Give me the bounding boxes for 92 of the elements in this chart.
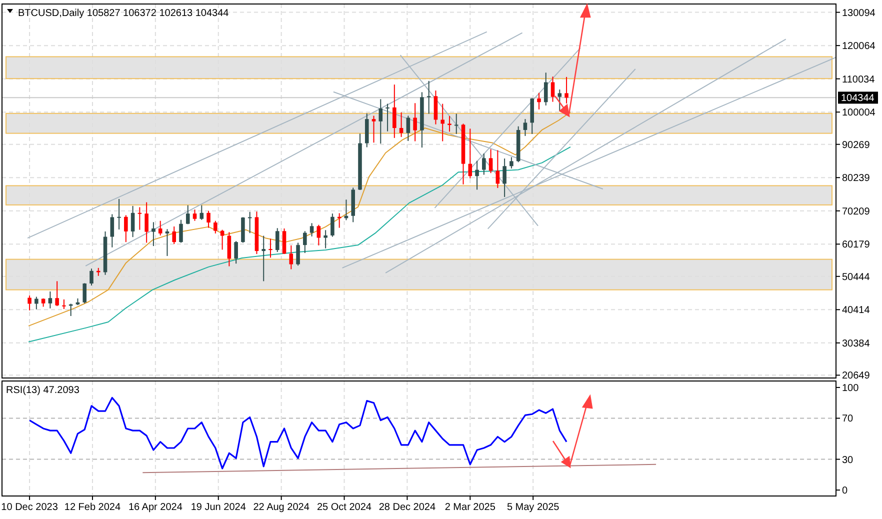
- candlestick: [90, 268, 94, 286]
- candlestick: [537, 92, 541, 110]
- x-tick-label: 25 Oct 2024: [317, 502, 372, 513]
- candlestick: [316, 224, 321, 246]
- y-tick-label: 60179: [842, 240, 870, 251]
- x-tick-label: 2 Mar 2025: [444, 502, 496, 513]
- candlestick: [502, 158, 506, 198]
- y-tick-label: 100004: [842, 108, 876, 119]
- candlestick: [426, 80, 431, 114]
- candlestick: [262, 235, 266, 282]
- candlestick: [399, 112, 404, 138]
- candlestick: [48, 290, 52, 309]
- y-tick-label: 100: [842, 382, 860, 394]
- candlestick: [289, 244, 294, 270]
- candlestick: [268, 238, 272, 258]
- candlestick: [310, 222, 314, 237]
- candlestick: [413, 102, 417, 142]
- line-series: [28, 396, 568, 470]
- candlestick: [386, 103, 390, 132]
- candlestick: [227, 232, 232, 267]
- y-tick-label: 30: [842, 454, 854, 466]
- y-tick-label: 90269: [842, 140, 870, 151]
- candlestick: [206, 210, 210, 228]
- candlestick: [55, 280, 59, 307]
- ref-line-label: 104344: [841, 93, 875, 104]
- candlestick: [550, 76, 555, 102]
- chart-title: BTCUSD,Daily 105827 106372 102613 104344: [18, 8, 230, 19]
- y-tick-label: 20649: [842, 370, 870, 382]
- candlestick: [324, 230, 328, 249]
- candlestick: [378, 98, 383, 144]
- candlestick: [523, 118, 528, 136]
- y-tick-label: 50444: [842, 272, 870, 283]
- candlestick: [138, 206, 142, 230]
- candlestick: [186, 204, 190, 225]
- candlestick: [34, 296, 38, 310]
- candlestick: [448, 116, 452, 132]
- candlestick: [158, 220, 162, 236]
- y-tick-label: 0: [842, 486, 848, 497]
- candlestick: [192, 209, 197, 222]
- candlestick: [372, 115, 376, 144]
- candlestick: [434, 90, 438, 125]
- candlestick: [282, 228, 286, 254]
- y-tick-label: 30384: [842, 338, 870, 350]
- candlestick: [144, 202, 148, 244]
- candlestick: [124, 214, 128, 243]
- candlestick: [406, 115, 410, 142]
- candlestick: [28, 294, 32, 311]
- candlestick: [179, 219, 183, 244]
- candlestick: [82, 282, 87, 304]
- x-tick-label: 10 Dec 2023: [1, 502, 58, 513]
- candlestick: [234, 240, 238, 264]
- x-tick-label: 12 Feb 2024: [64, 502, 121, 513]
- line-series: [28, 146, 571, 342]
- candlestick: [454, 113, 458, 134]
- candlestick: [62, 298, 66, 310]
- candlestick: [475, 160, 479, 190]
- x-tick-label: 28 Dec 2024: [378, 502, 436, 513]
- x-tick-label: 22 Aug 2024: [253, 502, 310, 513]
- y-tick-label: 70: [842, 414, 854, 425]
- candlestick: [172, 226, 176, 245]
- candlestick: [110, 214, 114, 248]
- y-tick-label: 120064: [842, 41, 876, 52]
- x-tick-label: 19 Jun 2024: [190, 502, 246, 513]
- candlestick: [296, 242, 300, 266]
- candlestick: [482, 153, 486, 176]
- chart-title: RSI(13) 47.2093: [6, 385, 80, 396]
- candlestick: [130, 205, 135, 238]
- candlestick: [248, 211, 252, 234]
- candlestick: [510, 156, 514, 169]
- candlestick: [468, 128, 472, 179]
- candlestick: [303, 230, 307, 254]
- y-tick-label: 80239: [842, 173, 870, 184]
- candlestick: [214, 220, 218, 234]
- candlestick: [220, 229, 224, 250]
- candlestick: [558, 89, 562, 112]
- y-tick-label: 130094: [842, 8, 876, 19]
- candlestick: [165, 228, 170, 256]
- candlestick: [488, 148, 493, 174]
- candlestick: [330, 213, 334, 238]
- y-tick-label: 70209: [842, 206, 870, 218]
- candlestick: [152, 222, 156, 247]
- y-tick-label: 40414: [842, 305, 870, 316]
- candlestick: [564, 76, 568, 104]
- candlestick: [275, 228, 280, 253]
- candlestick: [392, 84, 396, 138]
- y-tick-label: 110034: [842, 74, 876, 86]
- x-tick-label: 16 Apr 2024: [128, 502, 183, 513]
- candlestick: [544, 72, 548, 106]
- candlestick: [200, 204, 204, 220]
- candlestick: [117, 198, 121, 230]
- candlestick: [440, 103, 444, 142]
- x-tick-label: 5 May 2025: [506, 502, 560, 513]
